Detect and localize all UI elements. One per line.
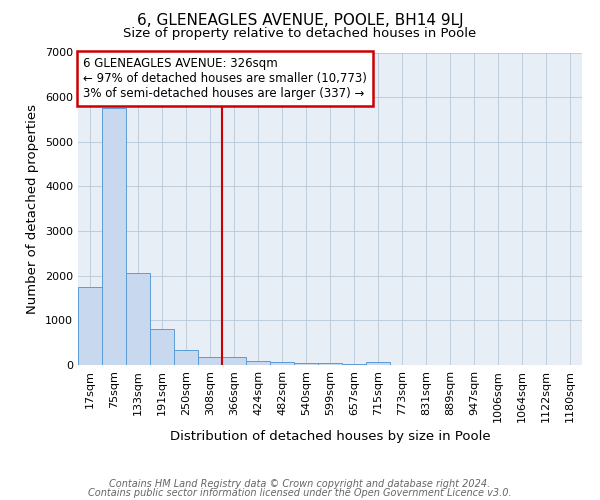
Bar [318,363,342,365]
Text: 6, GLENEAGLES AVENUE, POOLE, BH14 9LJ: 6, GLENEAGLES AVENUE, POOLE, BH14 9LJ [137,12,463,28]
Bar [102,108,126,365]
Text: 6 GLENEAGLES AVENUE: 326sqm
← 97% of detached houses are smaller (10,773)
3% of : 6 GLENEAGLES AVENUE: 326sqm ← 97% of det… [83,57,367,100]
Bar [270,362,294,365]
Bar [294,362,318,365]
Bar [78,287,102,365]
Y-axis label: Number of detached properties: Number of detached properties [26,104,40,314]
Bar [174,350,198,365]
Bar [222,358,246,365]
Bar [366,362,390,365]
Text: Contains HM Land Registry data © Crown copyright and database right 2024.: Contains HM Land Registry data © Crown c… [109,479,491,489]
Bar [150,330,174,365]
Text: Contains public sector information licensed under the Open Government Licence v3: Contains public sector information licen… [88,488,512,498]
Bar [342,364,366,365]
Bar [246,360,270,365]
Bar [126,274,150,365]
X-axis label: Distribution of detached houses by size in Poole: Distribution of detached houses by size … [170,430,490,443]
Text: Size of property relative to detached houses in Poole: Size of property relative to detached ho… [124,28,476,40]
Bar [198,356,222,365]
